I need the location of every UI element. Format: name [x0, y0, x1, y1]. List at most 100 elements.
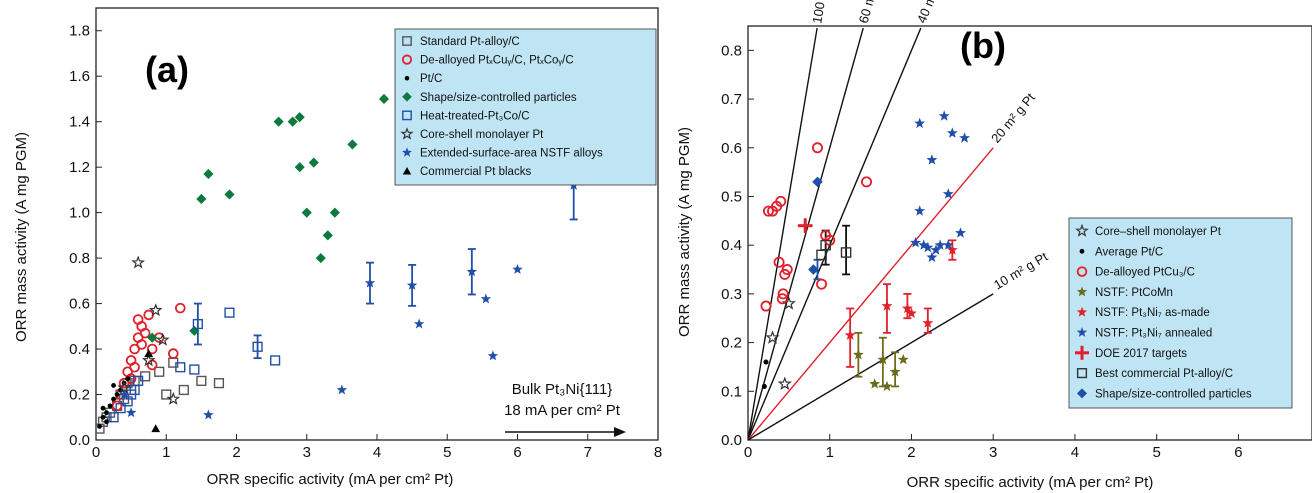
- panel-b-legend-label: NSTF: Pt₃Ni₇ as-made: [1095, 307, 1210, 319]
- panel-a-data-point: [136, 339, 147, 350]
- panel-a-data-point: [100, 414, 106, 420]
- panel-b-data-point: [761, 383, 767, 389]
- panel-b-x-tick-label: 2: [907, 444, 915, 461]
- panel-a-data-point: [175, 302, 186, 314]
- panel-b-legend-marker: [1076, 388, 1088, 399]
- panel-a-data-point: [155, 332, 170, 346]
- panel-b-data-point: [773, 256, 785, 268]
- panel-b-data-point: [781, 264, 793, 276]
- panel-a-legend-marker: [401, 54, 413, 65]
- panel-b-x-tick-label: 0: [744, 444, 752, 461]
- panel-a-plot-area: 0 1 2 3 4 5 6 7 8 0.0 0.2 0.4 0.6 0.8 1.0 1.2 1.4 1.6 1.8: [69, 7, 662, 461]
- panel-b-legend: Core–shell monolayer Pt Average Pt/C De-al…: [1068, 217, 1293, 409]
- panel-b-data-point: [811, 142, 823, 154]
- panel-a-y-tick-label: 0.2: [69, 387, 90, 404]
- panel-b-series-0: [765, 296, 796, 390]
- panel-b-ref-line: [748, 27, 864, 440]
- panel-a-y-tick-label: 1.6: [69, 68, 90, 85]
- panel-b-data-point: [889, 366, 901, 377]
- panel-b-y-tick-label: 0.5: [721, 188, 742, 205]
- panel-b-legend-marker: [1079, 248, 1085, 254]
- panel-b-data-point: [881, 300, 893, 311]
- panel-a-data-point: [192, 318, 203, 330]
- panel-a-x-tick-label: 2: [232, 444, 240, 461]
- panel-b-data-point: [776, 293, 788, 305]
- panel-b-series-5: [910, 110, 971, 262]
- panel-a-series-5: [117, 255, 181, 405]
- panel-b-data-point: [881, 380, 893, 392]
- panel-a-data-point: [111, 383, 116, 388]
- panel-b-data-point: [901, 302, 913, 314]
- panel-a-legend-marker: [402, 147, 412, 157]
- panel-a-y-tick-label: 1.4: [69, 114, 90, 131]
- panel-b-data-point: [820, 239, 831, 251]
- panel-b-y-tick-label: 0.8: [721, 42, 742, 59]
- panel-b-data-point: [926, 154, 938, 165]
- panel-a-data-point: [166, 391, 181, 405]
- panel-a-legend-item: Standard Pt-alloy/C: [402, 36, 520, 48]
- panel-b-ref-line: [748, 147, 994, 440]
- panel-b-error-bar: [842, 224, 851, 276]
- panel-a-x-tick-label: 0: [92, 444, 100, 461]
- panel-a-data-point: [139, 327, 151, 339]
- panel-b-data-point: [930, 244, 942, 255]
- panel-a-legend-marker: [402, 167, 412, 175]
- panel-a-error-bar: [253, 334, 262, 360]
- panel-a-legend: Standard Pt-alloy/C De-alloyed PtₓCuᵧ/C, …: [394, 28, 657, 186]
- panel-a-legend-item: Shape/size-controlled particles: [402, 92, 577, 104]
- panel-b-y-tick-label: 0.6: [721, 140, 742, 157]
- panel-a-legend-marker: [400, 127, 414, 140]
- panel-a-data-point: [273, 116, 284, 127]
- panel-a-data-point: [196, 193, 207, 205]
- panel-b-data-point: [877, 353, 889, 365]
- panel-a-data-point: [336, 384, 348, 395]
- panel-b-ref-line: [748, 27, 922, 440]
- panel-a-x-tick-label: 3: [303, 444, 311, 461]
- panel-a-data-point: [104, 419, 109, 425]
- panel-b-y-tick-label: 0.0: [721, 432, 742, 449]
- panel-a-data-point: [148, 303, 163, 317]
- panel-a-legend-box: [394, 28, 657, 186]
- panel-a-data-point: [147, 332, 158, 343]
- panel-a-data-point: [167, 348, 179, 359]
- panel-b-legend-item: De-alloyed PtCu₃/C: [1076, 266, 1195, 279]
- chart-panel-b: (b) 01234560.00.10.20.30.40.50.60.70.810…: [666, 0, 1312, 493]
- panel-b-series-7: [816, 239, 852, 261]
- panel-b-data-point: [946, 244, 958, 255]
- panel-a-data-point: [111, 396, 116, 402]
- panel-a-legend-item: Heat-treated-Pt₃Co/C: [402, 110, 530, 122]
- panel-a-data-point: [107, 403, 113, 409]
- panel-a-series-7: [144, 349, 161, 433]
- panel-a-x-tick-label: 6: [513, 444, 521, 461]
- panel-a-data-point: [294, 162, 305, 173]
- panel-a-data-point: [161, 389, 172, 400]
- panel-b-legend-item: NSTF: PtCoMn: [1076, 286, 1173, 299]
- panel-a-legend-label: Standard Pt-alloy/C: [420, 36, 520, 48]
- panel-b-x-tick-label: 3: [989, 444, 997, 461]
- panel-a-legend-marker: [402, 36, 412, 46]
- panel-b-legend-item: Shape/size-controlled particles: [1076, 388, 1252, 400]
- panel-a-data-point: [203, 168, 214, 180]
- panel-a-x-axis-label: ORR specific activity (mA per cm² Pt): [207, 471, 454, 488]
- panel-a-data-point: [178, 384, 189, 396]
- panel-b-data-point: [959, 132, 971, 143]
- panel-a-legend-item: Pt/C: [404, 73, 442, 85]
- panel-b-legend-box: [1068, 217, 1293, 409]
- panel-b-y-tick-label: 0.1: [721, 383, 742, 400]
- panel-a-x-tick-label: 4: [373, 444, 381, 461]
- panel-a-data-point: [213, 378, 225, 389]
- panel-a-data-point: [151, 424, 161, 433]
- panel-b-data-point: [852, 349, 864, 360]
- panel-a-data-point: [111, 400, 123, 412]
- panel-b-legend-marker: [1076, 368, 1088, 379]
- panel-b-legend-label: DOE 2017 targets: [1095, 348, 1187, 360]
- panel-a-legend-item: De-alloyed PtₓCuᵧ/C, PtₓCoᵧ/C: [401, 54, 574, 67]
- panel-b-legend-marker: [1075, 223, 1089, 237]
- panel-a-data-point: [378, 93, 390, 105]
- panel-b-x-tick-label: 6: [1234, 444, 1242, 461]
- panel-b-legend-label: NSTF: Pt₃Ni₇ annealed: [1095, 328, 1212, 340]
- panel-a-x-tick-label: 8: [654, 444, 662, 461]
- panel-a-legend-item: Commercial Pt blacks: [402, 166, 531, 178]
- panel-b-data-point: [797, 218, 813, 234]
- panel-a-data-point: [118, 389, 130, 399]
